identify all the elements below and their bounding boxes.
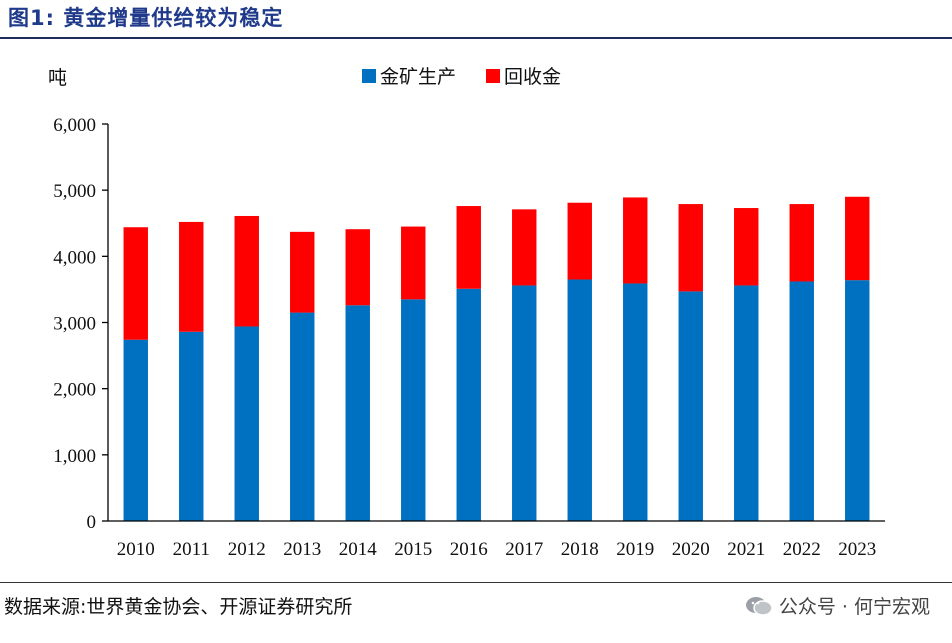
source-note: 数据来源:世界黄金协会、开源证券研究所 <box>4 596 353 618</box>
footer-rule <box>0 582 952 583</box>
x-axis: 2010 2011 2012 2013 2014 2015 2016 2017 2018 2019… <box>108 520 885 560</box>
x-tick-label: 2020 <box>672 539 710 560</box>
bar-mine-production-2021 <box>734 285 759 521</box>
bar-recycled-gold-2010 <box>123 227 148 340</box>
bar-recycled-gold-2019 <box>623 197 648 284</box>
bar-mine-production-2014 <box>345 305 370 521</box>
bar-mine-production-2019 <box>623 283 648 521</box>
bar-recycled-gold-2022 <box>789 204 814 282</box>
bar-mine-production-2010 <box>123 339 148 521</box>
y-tick-label: 1,000 <box>53 446 96 467</box>
bar-mine-production-2020 <box>678 291 703 521</box>
bar-mine-production-2018 <box>567 279 592 521</box>
y-tick-label: 0 <box>87 512 97 533</box>
bars <box>123 196 870 521</box>
bar-mine-production-2022 <box>789 281 814 521</box>
y-axis: 0 1,000 2,000 3,000 4,000 5,000 6,000 <box>53 115 109 533</box>
bar-recycled-gold-2018 <box>567 202 592 280</box>
legend-swatch-mine-production <box>362 69 376 83</box>
legend-label-mine-production: 金矿生产 <box>380 66 456 88</box>
x-tick-label: 2015 <box>394 539 432 560</box>
bar-mine-production-2023 <box>845 280 870 521</box>
x-tick-label: 2016 <box>450 539 488 560</box>
legend: 金矿生产 回收金 <box>362 66 561 88</box>
y-tick-label: 6,000 <box>53 115 96 136</box>
bar-mine-production-2011 <box>179 331 204 521</box>
x-tick-label: 2012 <box>228 539 266 560</box>
bar-recycled-gold-2023 <box>845 196 870 281</box>
bar-recycled-gold-2021 <box>734 208 759 286</box>
y-tick-label: 2,000 <box>53 380 96 401</box>
bar-recycled-gold-2016 <box>456 206 481 289</box>
y-tick-label: 4,000 <box>53 247 96 268</box>
y-tick-label: 5,000 <box>53 181 96 202</box>
title-rule <box>0 37 952 39</box>
bar-recycled-gold-2020 <box>678 204 703 292</box>
bar-mine-production-2017 <box>512 285 537 521</box>
bar-recycled-gold-2014 <box>345 229 370 306</box>
legend-swatch-recycled-gold <box>486 69 500 83</box>
x-tick-label: 2017 <box>505 539 543 560</box>
y-axis-unit-label: 吨 <box>48 67 67 89</box>
bar-recycled-gold-2017 <box>512 209 537 286</box>
bar-recycled-gold-2015 <box>401 226 426 300</box>
watermark: 公众号 · 何宁宏观 <box>745 592 930 619</box>
y-tick-label: 3,000 <box>53 314 96 335</box>
wechat-icon <box>745 596 773 616</box>
x-tick-label: 2023 <box>838 539 876 560</box>
x-tick-label: 2019 <box>616 539 654 560</box>
bar-mine-production-2013 <box>290 312 315 521</box>
x-tick-label: 2010 <box>117 539 155 560</box>
bar-recycled-gold-2013 <box>290 231 315 313</box>
figure-title: 图1: 黄金增量供给较为稳定 <box>8 6 284 30</box>
bar-mine-production-2015 <box>401 299 426 521</box>
bar-recycled-gold-2012 <box>234 215 259 327</box>
x-tick-label: 2014 <box>339 539 378 560</box>
x-tick-label: 2021 <box>727 539 765 560</box>
x-tick-label: 2013 <box>283 539 321 560</box>
bar-recycled-gold-2011 <box>179 221 204 332</box>
legend-label-recycled-gold: 回收金 <box>504 66 561 88</box>
bar-mine-production-2016 <box>456 288 481 521</box>
stacked-bar-chart: 吨 金矿生产 回收金 0 1,000 2,000 3,000 4,000 5,000 6,00… <box>48 66 885 560</box>
x-tick-label: 2018 <box>561 539 599 560</box>
x-tick-label: 2022 <box>783 539 821 560</box>
watermark-text: 公众号 · 何宁宏观 <box>778 596 930 618</box>
x-tick-label: 2011 <box>173 539 210 560</box>
bar-mine-production-2012 <box>234 326 259 521</box>
